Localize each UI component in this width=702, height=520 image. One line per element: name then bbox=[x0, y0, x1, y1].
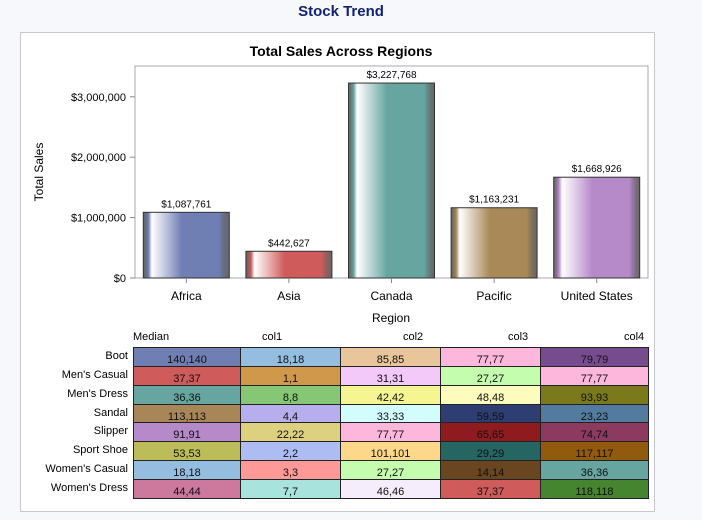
bar-value-label: $1,087,761 bbox=[161, 199, 211, 210]
bar-value-label: $442,627 bbox=[268, 238, 310, 249]
table-cell: 101,101 bbox=[340, 441, 441, 462]
table-cell: 37,37 bbox=[133, 365, 241, 386]
table-cell: 36,36 bbox=[133, 384, 241, 405]
table-row-label: Men's Dress bbox=[67, 387, 128, 400]
table-row-label: Slipper bbox=[93, 425, 128, 438]
bar-value-label: $1,668,926 bbox=[572, 164, 622, 175]
bar-value-label: $1,163,231 bbox=[469, 195, 519, 206]
table-cell: 79,79 bbox=[540, 347, 649, 367]
table-cell: 23,23 bbox=[540, 403, 649, 424]
table-cell: 29,29 bbox=[440, 441, 541, 462]
table-cell: 4,4 bbox=[240, 403, 341, 424]
table-header-median: Median bbox=[133, 331, 170, 343]
table-cell: 22,22 bbox=[240, 422, 341, 443]
table-cell: 77,77 bbox=[540, 365, 649, 386]
x-tick-label: United States bbox=[561, 289, 633, 303]
y-tick-label: $2,000,000 bbox=[71, 152, 126, 164]
table-cell: 74,74 bbox=[540, 422, 649, 443]
table-header-col4: col4 bbox=[624, 331, 645, 343]
table-cell: 37,37 bbox=[440, 478, 541, 499]
table-cell: 118,118 bbox=[540, 478, 649, 499]
table-cell: 93,93 bbox=[540, 384, 649, 405]
table-cell: 91,91 bbox=[133, 422, 241, 443]
table-header-col3: col3 bbox=[508, 331, 529, 343]
x-tick-label: Canada bbox=[370, 289, 412, 303]
table-cell: 65,65 bbox=[440, 422, 541, 443]
table-header-col2: col2 bbox=[403, 331, 424, 343]
table-cell: 48,48 bbox=[440, 384, 541, 405]
x-axis-label: Region bbox=[372, 311, 410, 325]
table-cell: 8,8 bbox=[240, 384, 341, 405]
table-row-label: Women's Casual bbox=[45, 463, 128, 476]
table-cell: 2,2 bbox=[240, 441, 341, 462]
y-axis-label: Total Sales bbox=[32, 143, 46, 202]
bar-value-label: $3,227,768 bbox=[366, 70, 416, 81]
table-cell: 14,14 bbox=[440, 460, 541, 480]
bar-asia bbox=[245, 250, 333, 279]
table-cell: 46,46 bbox=[340, 478, 441, 499]
x-tick-label: Asia bbox=[277, 289, 301, 303]
table-cell: 3,3 bbox=[240, 460, 341, 480]
table-cell: 77,77 bbox=[440, 347, 541, 367]
table-cell: 113,113 bbox=[133, 403, 241, 424]
table-cell: 18,18 bbox=[240, 347, 341, 367]
bar-africa bbox=[142, 211, 230, 279]
table-row-label: Men's Casual bbox=[61, 368, 128, 381]
y-tick-label: $0 bbox=[114, 273, 126, 285]
table-cell: 44,44 bbox=[133, 478, 241, 499]
table-cell: 77,77 bbox=[340, 422, 441, 443]
table-cell: 53,53 bbox=[133, 441, 241, 462]
table-cell: 117,117 bbox=[540, 441, 649, 462]
table-cell: 18,18 bbox=[133, 460, 241, 480]
chart-title: Total Sales Across Regions bbox=[250, 43, 433, 59]
table-row-label: Sport Shoe bbox=[72, 444, 128, 457]
table-cell: 42,42 bbox=[340, 384, 441, 405]
table-row-label: Boot bbox=[105, 350, 128, 362]
table-header-col1: col1 bbox=[262, 331, 283, 343]
y-tick-label: $1,000,000 bbox=[71, 213, 126, 225]
bar-united-states bbox=[553, 176, 641, 279]
table-cell: 31,31 bbox=[340, 365, 441, 386]
table-cell: 27,27 bbox=[440, 365, 541, 386]
table-cell: 59,59 bbox=[440, 403, 541, 424]
table-cell: 36,36 bbox=[540, 460, 649, 480]
table-cell: 33,33 bbox=[340, 403, 441, 424]
bar-pacific bbox=[450, 207, 538, 279]
table-cell: 140,140 bbox=[133, 347, 241, 367]
table-cell: 85,85 bbox=[340, 347, 441, 367]
bar-canada bbox=[348, 82, 435, 279]
table-cell: 1,1 bbox=[240, 365, 341, 386]
table-row-label: Women's Dress bbox=[50, 481, 128, 494]
table-row-label: Sandal bbox=[93, 406, 128, 419]
bar-chart: Total Sales Across Regions $0 $1,000,000 $… bbox=[32, 43, 649, 325]
table-cell: 27,27 bbox=[340, 460, 441, 480]
table-cell: 7,7 bbox=[240, 478, 341, 499]
y-tick-label: $3,000,000 bbox=[71, 92, 126, 104]
page-title: Stock Trend bbox=[298, 3, 384, 20]
x-tick-label: Africa bbox=[171, 289, 202, 303]
x-tick-label: Pacific bbox=[476, 289, 511, 303]
